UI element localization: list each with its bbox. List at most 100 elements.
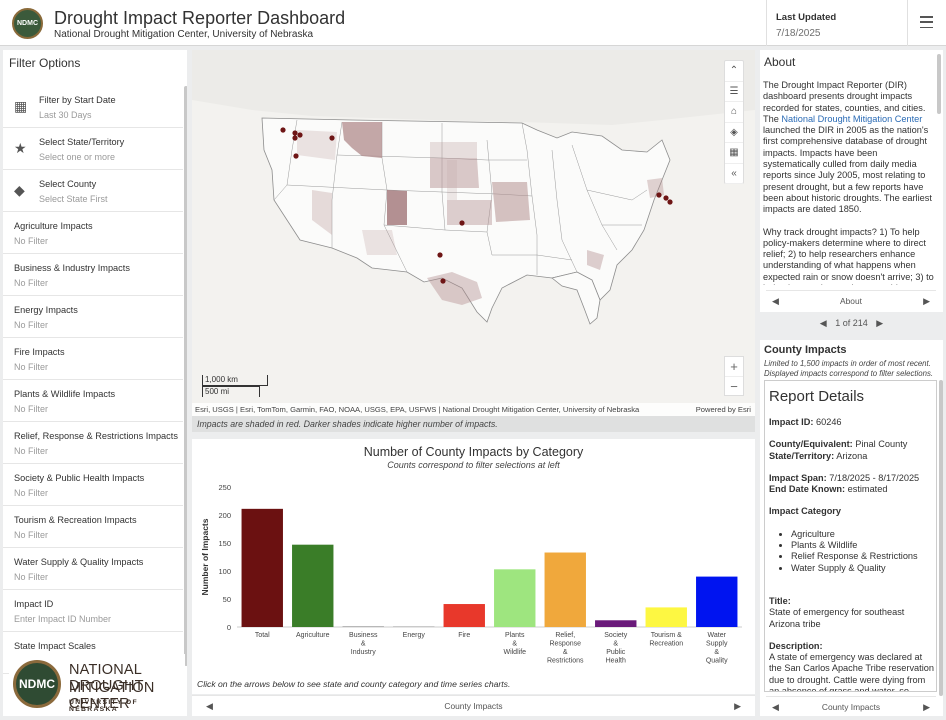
filter-label: Energy Impacts [14, 305, 78, 315]
about-scrollbar[interactable] [937, 54, 941, 114]
x-tick-label: Public [606, 649, 626, 656]
pager-prev-icon[interactable]: ◀ [819, 318, 827, 328]
x-tick-label: Recreation [649, 641, 683, 648]
x-tick-label: Restrictions [547, 658, 584, 665]
filter-item[interactable]: Relief, Response & Restrictions Impacts N… [3, 422, 183, 464]
last-updated-box: Last Updated 7/18/2025 [766, 0, 908, 46]
x-tick-label: Plants [505, 632, 525, 639]
bar-water-supply-quality [696, 576, 738, 627]
collapse-icon[interactable]: « [725, 164, 743, 184]
ndmc-logo-line1: NATIONAL DROUGHT [69, 662, 144, 694]
about-pager: ◀ About ▶ [766, 290, 936, 310]
filter-value: No Filter [14, 446, 49, 456]
y-tick-label: 250 [218, 483, 231, 492]
zoom-control: + − [724, 356, 744, 396]
layers-icon[interactable]: ◈ [725, 123, 743, 143]
map-view[interactable]: ⌃ ☰ ⌂ ◈ ▦ « + − 1,000 km 500 mi Esri, US… [192, 50, 755, 432]
app-title: Drought Impact Reporter Dashboard [54, 8, 346, 28]
bar-relief-response-restrictions [544, 552, 586, 627]
chart-next-icon[interactable]: ▶ [734, 701, 741, 711]
x-tick-label: Fire [458, 632, 470, 639]
bar-fire [443, 604, 485, 627]
filter-item[interactable]: Fire Impacts No Filter [3, 338, 183, 380]
about-body: The Drought Impact Reporter (DIR) dashbo… [763, 80, 935, 285]
filter-panel-title: Filter Options [9, 56, 81, 70]
filter-value: No Filter [14, 404, 49, 414]
zoom-in-button[interactable]: + [725, 357, 743, 377]
title-value: State of emergency for southeast Arizona… [769, 607, 905, 629]
ndmc-link[interactable]: National Drought Mitigation Center [781, 113, 923, 124]
about-prev-icon[interactable]: ◀ [772, 296, 779, 306]
filter-value: No Filter [14, 236, 49, 246]
ndmc-logo-line3: UNIVERSITY OF NEBRASKA [69, 699, 138, 713]
powered-by-esri[interactable]: Powered by Esri [695, 405, 751, 414]
y-tick-label: 100 [218, 567, 231, 576]
x-tick-label: Industry [351, 649, 376, 656]
filter-item[interactable]: ◆ Select County Select State First [3, 170, 183, 212]
filter-label: Fire Impacts [14, 347, 65, 357]
county-pager: ◀ County Impacts ▶ [766, 696, 936, 716]
filter-value: Last 30 Days [39, 110, 92, 120]
chart-note: Click on the arrows below to see state a… [197, 679, 511, 689]
x-tick-label: & [361, 641, 366, 648]
filter-item[interactable]: Energy Impacts No Filter [3, 296, 183, 338]
report-scrollbar[interactable] [939, 380, 943, 696]
y-tick-label: 150 [218, 539, 231, 548]
zoom-out-button[interactable]: − [730, 378, 738, 394]
impact-category-label: Impact Category [769, 506, 841, 517]
description-value: A state of emergency was declared at the… [769, 652, 934, 692]
filter-label: State Impact Scales [14, 641, 96, 651]
about-panel: About The Drought Impact Reporter (DIR) … [760, 50, 943, 312]
filter-item[interactable]: Agriculture Impacts No Filter [3, 212, 183, 254]
chart-subtitle: Counts correspond to filter selections a… [387, 460, 560, 470]
y-axis-label: Number of Impacts [200, 518, 210, 595]
x-tick-label: Health [606, 658, 626, 665]
expand-icon[interactable]: ⌃ [725, 61, 743, 82]
x-tick-label: Supply [706, 641, 728, 648]
x-tick-label: Energy [403, 632, 426, 639]
filter-item[interactable]: ★ Select State/Territory Select one or mor… [3, 128, 183, 170]
x-tick-label: Total [255, 632, 270, 639]
attribution-text: Esri, USGS | Esri, TomTom, Garmin, FAO, … [195, 405, 640, 414]
impact-span-row: Impact Span: 7/18/2025 - 8/17/2025 [769, 472, 920, 483]
filter-value: No Filter [14, 278, 49, 288]
filter-item[interactable]: Water Supply & Quality Impacts No Filter [3, 548, 183, 590]
county-prev-icon[interactable]: ◀ [772, 702, 779, 712]
scale-km: 1,000 km [202, 375, 268, 386]
about-title: About [764, 55, 796, 69]
filter-item[interactable]: Business & Industry Impacts No Filter [3, 254, 183, 296]
filter-item[interactable]: Society & Public Health Impacts No Filter [3, 464, 183, 506]
x-tick-label: & [714, 649, 719, 656]
filter-value: Select State First [39, 194, 108, 204]
bar-tourism-recreation [645, 607, 687, 627]
pager-count: 1 of 214 [835, 318, 868, 328]
chart-prev-icon[interactable]: ◀ [206, 701, 213, 711]
filter-label: Agriculture Impacts [14, 221, 93, 231]
filter-scrollbar[interactable] [184, 86, 187, 666]
filter-item[interactable]: Impact ID Enter Impact ID Number [3, 590, 183, 632]
filter-label: Tourism & Recreation Impacts [14, 515, 137, 525]
about-next-icon[interactable]: ▶ [923, 296, 930, 306]
legend-icon[interactable]: ☰ [725, 82, 743, 102]
county-next-icon[interactable]: ▶ [923, 702, 930, 712]
menu-icon[interactable] [920, 16, 933, 28]
impacts-bar-chart: Number of Impacts 0 50 100 150 200 250 Total Agr… [200, 483, 742, 665]
bar-plants-wildlife [494, 569, 536, 627]
filter-label: Select State/Territory [39, 137, 125, 147]
home-icon[interactable]: ⌂ [725, 102, 743, 123]
ndmc-logo-line2: MITIGATION CENTER [69, 680, 155, 712]
impact-id-row: Impact ID: 60246 [769, 417, 842, 427]
us-map[interactable] [192, 50, 755, 403]
filter-value: Enter Impact ID Number [14, 614, 112, 624]
filter-item[interactable]: ▦ Filter by Start Date Last 30 Days [3, 86, 183, 128]
report-pager: ◀ 1 of 214 ▶ [760, 318, 943, 336]
bar-agriculture [292, 544, 334, 627]
filter-label: Water Supply & Quality Impacts [14, 557, 144, 567]
pager-next-icon[interactable]: ▶ [876, 318, 884, 328]
filter-item[interactable]: Tourism & Recreation Impacts No Filter [3, 506, 183, 548]
filter-panel: Filter Options ▦ Filter by Start Date Last… [3, 50, 187, 716]
basemap-icon[interactable]: ▦ [725, 143, 743, 164]
filter-item[interactable]: Plants & Wildlife Impacts No Filter [3, 380, 183, 422]
county-row: County/Equivalent: Pinal County [769, 439, 908, 450]
